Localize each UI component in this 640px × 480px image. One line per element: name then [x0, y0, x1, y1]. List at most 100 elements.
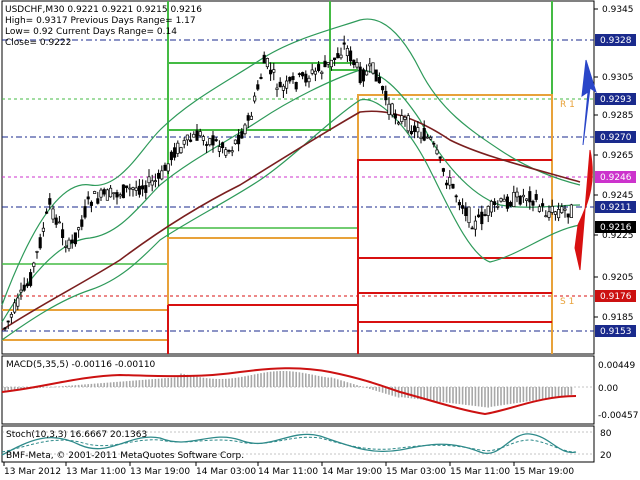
- macd-bar: [148, 379, 150, 387]
- candle: [150, 174, 154, 192]
- macd-bar: [362, 387, 365, 388]
- candle: [89, 200, 93, 213]
- macd-bar: [353, 384, 355, 387]
- macd-bar: [506, 387, 509, 405]
- candle: [377, 72, 381, 84]
- candle: [541, 198, 545, 212]
- candle: [310, 63, 314, 76]
- macd-bar: [276, 371, 278, 387]
- macd-panel[interactable]: [1, 355, 595, 425]
- candle: [208, 137, 212, 147]
- macd-bar: [321, 376, 323, 387]
- header-line-1: USDCHF,M30 0.9221 0.9221 0.9215 0.9216: [5, 5, 202, 15]
- stoch-tick-20: 20: [600, 451, 612, 461]
- macd-bar: [484, 387, 486, 408]
- macd-bar: [100, 383, 102, 387]
- candle: [269, 62, 273, 81]
- macd-bar: [167, 377, 169, 387]
- candle: [416, 121, 420, 138]
- macd-bar: [538, 387, 541, 400]
- chart-header: USDCHF,M30 0.9221 0.9221 0.9215 0.9216 H…: [5, 5, 202, 48]
- candle: [307, 75, 311, 88]
- macd-bar: [209, 378, 211, 387]
- candle: [486, 205, 490, 223]
- macd-bar: [269, 371, 272, 387]
- candle: [441, 167, 445, 177]
- macd-bar: [551, 387, 553, 398]
- macd-bar: [394, 387, 397, 397]
- macd-bar: [205, 378, 208, 387]
- r1-label: R 1: [560, 100, 575, 110]
- candle: [57, 215, 61, 224]
- macd-bar: [135, 380, 137, 387]
- candle: [464, 202, 468, 222]
- time-tick: 15 Mar 03:00: [386, 467, 446, 477]
- macd-bar: [189, 375, 192, 387]
- candle: [13, 298, 17, 315]
- price-tag: [595, 290, 636, 302]
- macd-bar: [375, 387, 377, 391]
- candle: [339, 47, 343, 60]
- candle: [243, 123, 247, 136]
- down-arrow-icon: [574, 149, 593, 271]
- macd-bar: [215, 378, 217, 387]
- macd-bar: [103, 382, 105, 387]
- macd-bar: [183, 374, 185, 387]
- candle: [387, 97, 391, 120]
- macd-bar: [327, 377, 329, 387]
- macd-bar: [356, 385, 358, 387]
- candle: [400, 109, 404, 125]
- stoch-label: Stoch(10,3,3) 16.6667 20.1363: [6, 430, 147, 440]
- macd-bar: [369, 387, 371, 389]
- macd-bar: [90, 383, 93, 387]
- macd-bar: [567, 387, 569, 396]
- price-tick: 0.9285: [602, 111, 634, 121]
- candle: [64, 240, 68, 253]
- macd-bar: [346, 382, 349, 387]
- macd-bar: [541, 387, 544, 400]
- macd-tick-top: 0.00449: [598, 361, 635, 371]
- copyright-text: BMF-Meta, © 2001-2011 MetaQuotes Softwar…: [6, 451, 244, 461]
- macd-bar: [385, 387, 387, 394]
- macd-bar: [170, 377, 173, 387]
- candle: [553, 210, 557, 221]
- price-tag: [595, 93, 636, 105]
- candle: [454, 194, 458, 203]
- candle: [211, 130, 215, 153]
- candle: [265, 57, 269, 70]
- candle: [77, 226, 81, 238]
- macd-bar: [250, 374, 253, 387]
- macd-bar: [68, 385, 70, 387]
- candle: [214, 136, 218, 143]
- macd-bar: [164, 378, 166, 387]
- candle: [195, 124, 199, 141]
- candle: [272, 62, 276, 81]
- macd-bar: [513, 387, 515, 404]
- stoch-panel[interactable]: [1, 425, 595, 463]
- macd-bar: [449, 387, 451, 403]
- macd-bar: [429, 387, 432, 401]
- macd-bar: [253, 374, 256, 387]
- macd-bar: [529, 387, 531, 402]
- candle: [230, 146, 234, 157]
- candle: [550, 199, 554, 215]
- macd-bar: [481, 387, 483, 407]
- candle: [285, 75, 289, 94]
- macd-bar: [359, 386, 361, 387]
- price-tag-label: 0.9211: [600, 203, 632, 213]
- candle: [169, 150, 173, 166]
- macd-bar: [516, 387, 518, 403]
- candle: [333, 57, 337, 66]
- macd-bar: [49, 387, 51, 388]
- macd-bar: [490, 387, 493, 407]
- horizontal-levels: [2, 39, 594, 332]
- candle: [544, 210, 548, 218]
- macd-bar: [145, 379, 147, 387]
- candle: [499, 197, 503, 203]
- candle: [233, 139, 237, 145]
- macd-bar: [106, 382, 109, 387]
- macd-bar: [282, 371, 285, 387]
- macd-bar: [122, 381, 125, 387]
- candle: [304, 70, 308, 87]
